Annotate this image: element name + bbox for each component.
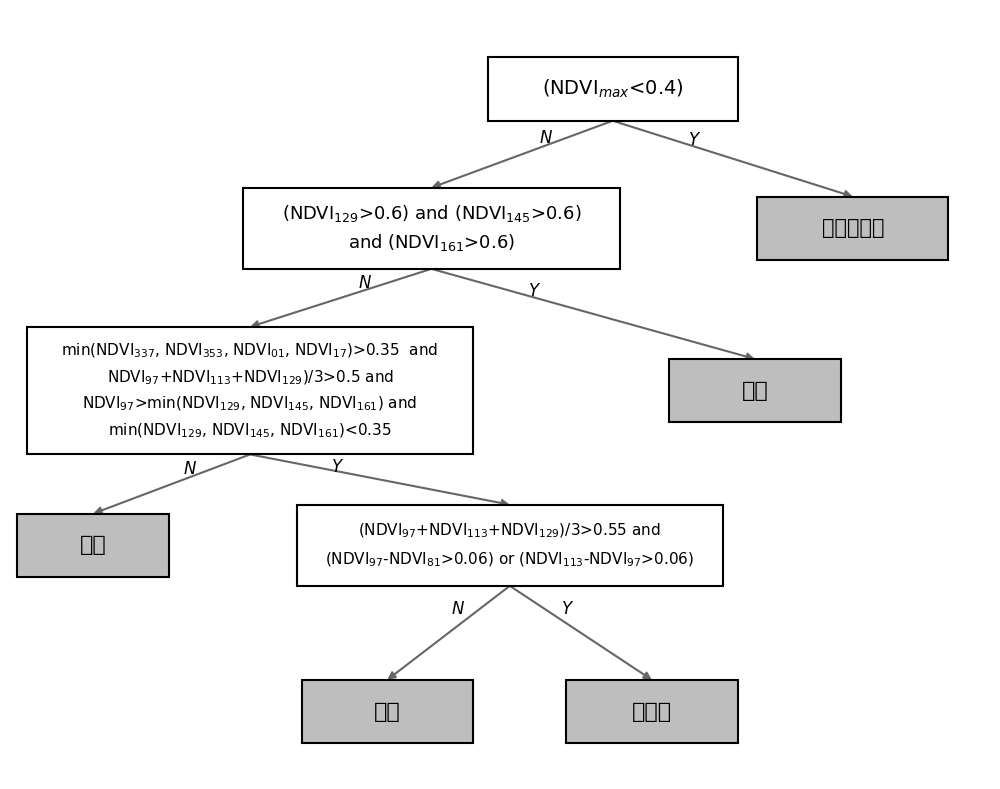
Text: min(NDVI$_{337}$, NDVI$_{353}$, NDVI$_{01}$, NDVI$_{17}$)>0.35  and: min(NDVI$_{337}$, NDVI$_{353}$, NDVI$_{0… bbox=[61, 342, 439, 360]
Text: Y: Y bbox=[332, 458, 342, 476]
Text: (NDVI$_{97}$+NDVI$_{113}$+NDVI$_{129}$)/3>0.55 and: (NDVI$_{97}$+NDVI$_{113}$+NDVI$_{129}$)/… bbox=[358, 522, 661, 540]
Text: 林地: 林地 bbox=[741, 380, 768, 401]
Text: Y: Y bbox=[529, 282, 539, 301]
Text: NDVI$_{97}$>min(NDVI$_{129}$, NDVI$_{145}$, NDVI$_{161}$) and: NDVI$_{97}$>min(NDVI$_{129}$, NDVI$_{145… bbox=[82, 394, 418, 413]
Bar bbox=[757, 196, 948, 260]
Text: 油菜: 油菜 bbox=[374, 701, 401, 721]
Text: 其它: 其它 bbox=[80, 535, 107, 555]
Text: N: N bbox=[540, 129, 552, 147]
Text: (NDVI$_{97}$-NDVI$_{81}$>0.06) or (NDVI$_{113}$-NDVI$_{97}$>0.06): (NDVI$_{97}$-NDVI$_{81}$>0.06) or (NDVI$… bbox=[325, 551, 694, 569]
Text: and (NDVI$_{161}$>0.6): and (NDVI$_{161}$>0.6) bbox=[348, 232, 515, 253]
Text: Y: Y bbox=[562, 600, 572, 619]
Text: NDVI$_{97}$+NDVI$_{113}$+NDVI$_{129}$)/3>0.5 and: NDVI$_{97}$+NDVI$_{113}$+NDVI$_{129}$)/3… bbox=[107, 368, 394, 387]
Bar bbox=[297, 505, 723, 586]
Bar bbox=[27, 327, 473, 454]
Text: N: N bbox=[183, 460, 196, 478]
Text: (NDVI$_{129}$>0.6) and (NDVI$_{145}$>0.6): (NDVI$_{129}$>0.6) and (NDVI$_{145}$>0.6… bbox=[282, 204, 581, 224]
Text: N: N bbox=[358, 275, 371, 293]
Text: 城镇和水体: 城镇和水体 bbox=[822, 219, 884, 238]
Bar bbox=[669, 359, 841, 422]
Bar bbox=[566, 680, 738, 743]
Text: N: N bbox=[451, 600, 464, 619]
Text: 冬小麦: 冬小麦 bbox=[632, 701, 672, 721]
Text: min(NDVI$_{129}$, NDVI$_{145}$, NDVI$_{161}$)<0.35: min(NDVI$_{129}$, NDVI$_{145}$, NDVI$_{1… bbox=[108, 421, 392, 439]
Bar bbox=[17, 514, 169, 577]
Bar bbox=[302, 680, 473, 743]
Text: Y: Y bbox=[689, 131, 699, 148]
Bar bbox=[488, 58, 738, 121]
Bar bbox=[243, 188, 620, 269]
Text: (NDVI$_{max}$<0.4): (NDVI$_{max}$<0.4) bbox=[542, 78, 684, 100]
